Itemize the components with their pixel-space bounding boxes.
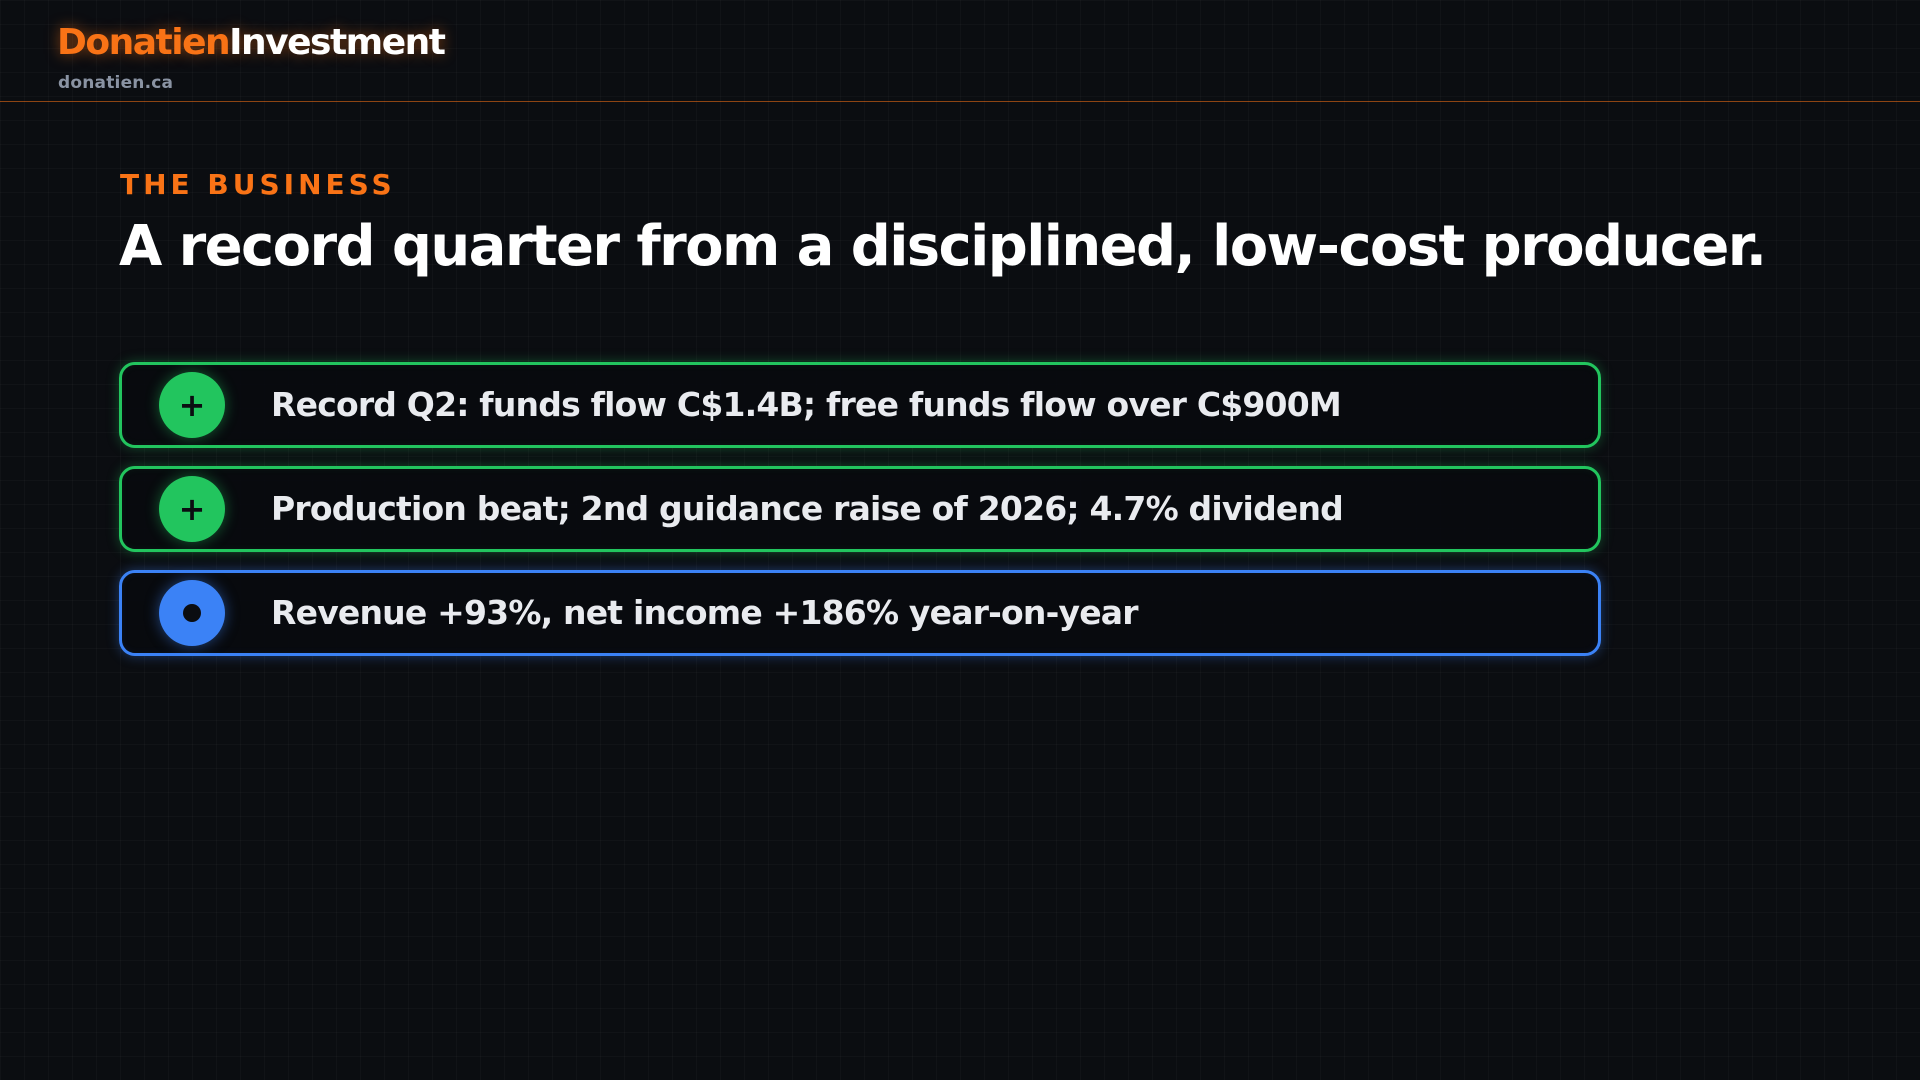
header: DonatienInvestment donatien.ca: [0, 0, 1920, 102]
brand-domain: donatien.ca: [58, 73, 174, 93]
dot-icon: [159, 580, 225, 646]
plus-symbol: +: [178, 490, 206, 528]
brand-logo[interactable]: DonatienInvestment: [57, 22, 446, 63]
brand-name-accent: Donatien: [57, 22, 231, 63]
dot-symbol: [183, 604, 201, 622]
plus-icon: +: [159, 372, 225, 438]
key-point-card: + Production beat; 2nd guidance raise of…: [119, 466, 1601, 552]
key-point-text: Record Q2: funds flow C$1.4B; free funds…: [271, 385, 1342, 424]
key-point-text: Production beat; 2nd guidance raise of 2…: [271, 489, 1344, 528]
plus-icon: +: [159, 476, 225, 542]
section-eyebrow: THE BUSINESS: [120, 168, 396, 201]
key-point-card: Revenue +93%, net income +186% year-on-y…: [119, 570, 1601, 656]
key-point-text: Revenue +93%, net income +186% year-on-y…: [271, 593, 1139, 632]
plus-symbol: +: [178, 386, 206, 424]
brand-name-main: Investment: [229, 22, 446, 63]
key-point-card: + Record Q2: funds flow C$1.4B; free fun…: [119, 362, 1601, 448]
slide-title: A record quarter from a disciplined, low…: [119, 214, 1767, 279]
key-points-list: + Record Q2: funds flow C$1.4B; free fun…: [119, 362, 1601, 674]
